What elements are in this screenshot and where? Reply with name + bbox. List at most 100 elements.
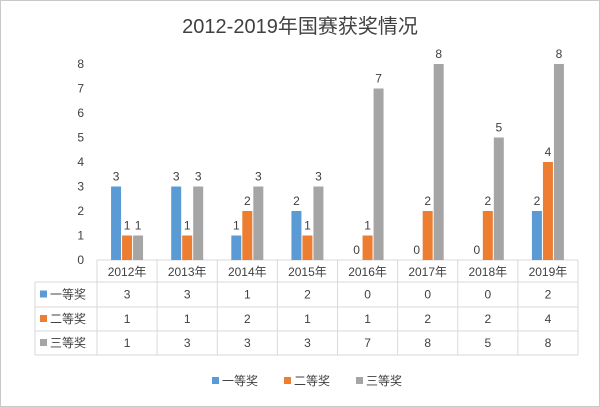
bar [373, 88, 384, 260]
table-series-name: 一等奖 [50, 288, 86, 302]
bar-value-label: 1 [184, 219, 191, 233]
category-label: 2015年 [288, 265, 327, 279]
bar-value-label: 1 [304, 219, 311, 233]
table-cell: 3 [184, 288, 191, 302]
bar-value-label: 0 [413, 243, 420, 257]
table-cell: 0 [364, 288, 371, 302]
bar [531, 211, 542, 260]
legend-label: 一等奖 [222, 374, 258, 388]
bar-value-label: 8 [435, 47, 442, 61]
bar [231, 235, 242, 260]
table-legend-key [40, 339, 47, 346]
table-cell: 8 [545, 336, 552, 350]
table-cell: 1 [124, 312, 131, 326]
bar-value-label: 2 [244, 194, 251, 208]
legend-key [212, 377, 219, 384]
table-cell: 1 [364, 312, 371, 326]
bar-value-label: 5 [495, 121, 502, 135]
bar [482, 211, 493, 260]
bar [302, 235, 313, 260]
legend-key [284, 377, 291, 384]
category-label: 2016年 [348, 265, 387, 279]
table-legend-key [40, 315, 47, 322]
y-tick-label: 6 [77, 106, 84, 120]
table-cell: 7 [364, 336, 371, 350]
y-tick-label: 0 [77, 253, 84, 267]
bar [253, 186, 264, 260]
bar [493, 137, 504, 260]
category-label: 2013年 [168, 265, 207, 279]
bar-value-label: 3 [315, 170, 322, 184]
bar-value-label: 1 [233, 219, 240, 233]
bar [182, 235, 193, 260]
y-tick-label: 3 [77, 180, 84, 194]
bar [433, 64, 444, 260]
chart-title: 2012-2019年国赛获奖情况 [182, 15, 418, 38]
table-cell: 5 [484, 336, 491, 350]
bar-value-label: 8 [556, 47, 563, 61]
y-tick-label: 2 [77, 204, 84, 218]
table-cell: 1 [184, 312, 191, 326]
table-cell: 3 [244, 336, 251, 350]
table-cell: 0 [424, 288, 431, 302]
table-cell: 1 [244, 288, 251, 302]
table-cell: 1 [124, 336, 131, 350]
bar-value-label: 1 [124, 219, 131, 233]
table-cell: 2 [484, 312, 491, 326]
category-label: 2017年 [408, 265, 447, 279]
table-cell: 2 [304, 288, 311, 302]
bar [553, 64, 564, 260]
bar-value-label: 2 [424, 194, 431, 208]
bar [291, 211, 302, 260]
bar-value-label: 2 [484, 194, 491, 208]
bar-value-label: 3 [173, 170, 180, 184]
bar [133, 235, 144, 260]
bar-value-label: 7 [375, 72, 382, 86]
bar-value-label: 2 [293, 194, 300, 208]
y-tick-label: 7 [77, 82, 84, 96]
bar [542, 162, 553, 260]
category-label: 2014年 [228, 265, 267, 279]
table-series-name: 三等奖 [50, 336, 86, 350]
table-legend-key [40, 290, 47, 298]
table-cell: 8 [424, 336, 431, 350]
legend-label: 二等奖 [294, 374, 330, 388]
bar [362, 235, 373, 260]
bar [171, 186, 182, 260]
table-cell: 2 [244, 312, 251, 326]
y-tick-label: 8 [77, 57, 84, 71]
bar-value-label: 0 [353, 243, 360, 257]
bar-value-label: 2 [534, 194, 541, 208]
bar-value-label: 3 [195, 170, 202, 184]
table-cell: 1 [304, 312, 311, 326]
legend-key [356, 377, 363, 384]
table-cell: 2 [424, 312, 431, 326]
legend-label: 三等奖 [366, 374, 402, 388]
bar-value-label: 1 [364, 219, 371, 233]
table-cell: 0 [484, 288, 491, 302]
bar-value-label: 0 [473, 243, 480, 257]
table-cell: 4 [545, 312, 552, 326]
table-cell: 3 [184, 336, 191, 350]
bar-value-label: 3 [255, 170, 262, 184]
bar-value-label: 1 [135, 219, 142, 233]
y-tick-label: 1 [77, 229, 84, 243]
y-tick-label: 4 [77, 155, 84, 169]
table-series-name: 二等奖 [50, 312, 86, 326]
bar [193, 186, 204, 260]
category-label: 2018年 [468, 265, 507, 279]
y-tick-label: 5 [77, 131, 84, 145]
bar [242, 211, 253, 260]
bar [122, 235, 133, 260]
bar-value-label: 3 [113, 170, 120, 184]
table-cell: 2 [545, 288, 552, 302]
bar [422, 211, 433, 260]
bar [111, 186, 122, 260]
category-label: 2012年 [108, 265, 147, 279]
table-cell: 3 [304, 336, 311, 350]
table-cell: 3 [124, 288, 131, 302]
category-label: 2019年 [529, 265, 568, 279]
bar-value-label: 4 [545, 145, 552, 159]
bar [313, 186, 324, 260]
